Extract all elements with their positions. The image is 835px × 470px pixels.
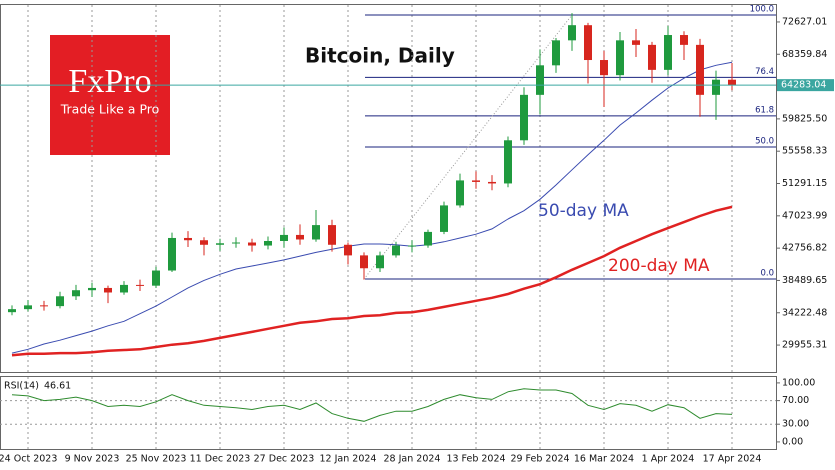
candle-body — [536, 65, 544, 95]
y-tick-label: 72627.01 — [782, 16, 827, 27]
candle-body — [552, 40, 560, 66]
ma-line — [11, 61, 733, 354]
candle-body — [344, 244, 352, 256]
rsi-value: 46.61 — [44, 381, 71, 392]
candle-body — [8, 309, 16, 313]
x-tick-label: 17 Apr 2024 — [703, 454, 762, 465]
ma-label: 50-day MA — [538, 201, 629, 221]
candle-body — [488, 181, 496, 184]
candle-body — [56, 296, 64, 307]
x-tick-label: 16 Mar 2024 — [574, 454, 634, 465]
candle-body — [584, 25, 592, 61]
y-tick-label: 42756.82 — [782, 243, 827, 254]
ma-label: 200-day MA — [608, 256, 710, 276]
candle-body — [216, 243, 224, 245]
candle-body — [504, 140, 512, 184]
candle-body — [248, 242, 256, 246]
x-tick-label: 27 Dec 2023 — [254, 454, 315, 465]
candle-body — [680, 35, 688, 45]
candle-body — [72, 290, 80, 297]
candle-body — [136, 284, 144, 286]
candle-body — [520, 94, 528, 141]
candle-body — [40, 305, 48, 307]
logo-box — [50, 35, 170, 155]
candle-body — [264, 240, 272, 246]
candle-body — [440, 205, 448, 232]
y-tick-label: 100.00 — [782, 377, 815, 388]
fib-label: 61.8 — [755, 105, 774, 115]
candle-body — [728, 79, 736, 86]
x-tick-label: 9 Nov 2023 — [65, 454, 120, 465]
candle-body — [392, 245, 400, 256]
y-tick-label: 47023.99 — [782, 210, 827, 221]
y-tick-label: 0.00 — [782, 436, 803, 447]
candle-body — [632, 40, 640, 45]
logo-brand: FxPro — [68, 63, 151, 100]
chart-title: Bitcoin, Daily — [305, 44, 455, 68]
last-price-label: 64283.04 — [781, 80, 826, 91]
candle-body — [600, 60, 608, 76]
candle-body — [376, 255, 384, 269]
x-tick-label: 13 Feb 2024 — [446, 454, 505, 465]
candle-body — [104, 287, 112, 293]
candle-body — [568, 25, 576, 41]
candle-body — [280, 234, 288, 241]
candle-body — [696, 44, 704, 95]
logo: FxPro Trade Like a Pro — [50, 35, 170, 155]
candle-body — [168, 237, 176, 271]
fib-label: 0.0 — [760, 269, 774, 279]
last-price-box — [777, 79, 834, 92]
y-tick-label: 59825.50 — [782, 113, 827, 124]
y-tick-label: 38489.65 — [782, 275, 827, 286]
candle-body — [200, 240, 208, 245]
x-tick-label: 25 Nov 2023 — [126, 454, 187, 465]
rsi-line — [11, 388, 733, 422]
candle-body — [232, 242, 240, 244]
fib-label: 50.0 — [755, 137, 774, 147]
y-tick-label: 30.00 — [782, 419, 809, 430]
x-tick-label: 24 Oct 2023 — [0, 454, 57, 465]
x-tick-label: 28 Jan 2024 — [384, 454, 441, 465]
logo-tagline: Trade Like a Pro — [60, 102, 160, 117]
candle-body — [712, 79, 720, 95]
candle-body — [424, 231, 432, 246]
y-tick-label: 34222.48 — [782, 307, 827, 318]
x-tick-label: 29 Feb 2024 — [510, 454, 569, 465]
candle-body — [408, 245, 416, 247]
y-tick-label: 29955.31 — [782, 340, 827, 351]
x-tick-label: 12 Jan 2024 — [320, 454, 377, 465]
candle-body — [184, 237, 192, 241]
fib-label: 76.4 — [755, 67, 774, 77]
candle-body — [328, 225, 336, 245]
candle-body — [24, 305, 32, 310]
candle-body — [360, 255, 368, 269]
candle-body — [456, 180, 464, 206]
candle-body — [296, 234, 304, 240]
candle-body — [648, 44, 656, 70]
fib-trend — [363, 14, 573, 280]
rsi-name: RSI(14) — [4, 381, 39, 392]
y-tick-label: 51291.15 — [782, 178, 827, 189]
ma-line — [11, 205, 733, 357]
y-tick-label: 70.00 — [782, 395, 809, 406]
x-tick-label: 1 Apr 2024 — [642, 454, 695, 465]
candle-body — [312, 225, 320, 240]
x-tick-label: 11 Dec 2023 — [190, 454, 251, 465]
candle-body — [664, 35, 672, 70]
fib-label: 100.0 — [750, 5, 774, 15]
candle-body — [152, 270, 160, 286]
y-tick-label: 55558.33 — [782, 146, 827, 157]
candle-body — [472, 180, 480, 182]
candle-body — [120, 284, 128, 293]
candle-body — [88, 287, 96, 291]
candle-body — [616, 40, 624, 76]
y-tick-label: 68359.84 — [782, 49, 827, 60]
